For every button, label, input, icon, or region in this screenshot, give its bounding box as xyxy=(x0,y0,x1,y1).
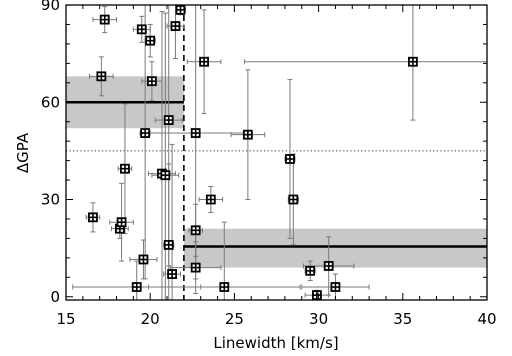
data-point xyxy=(136,24,147,35)
data-point xyxy=(138,254,149,265)
data-point xyxy=(242,129,253,140)
data-point xyxy=(163,115,174,125)
y-axis-label: ΔGPA xyxy=(14,132,32,173)
data-point xyxy=(330,282,341,292)
data-point xyxy=(160,170,171,181)
x-tick-label: 15 xyxy=(56,310,75,328)
data-points-layer xyxy=(88,4,418,301)
data-point xyxy=(199,56,209,67)
x-axis-label: Linewidth [km/s] xyxy=(213,334,338,352)
data-point xyxy=(190,128,201,138)
x-tick-label: 25 xyxy=(225,310,244,328)
data-point xyxy=(305,265,316,276)
shaded-region xyxy=(183,228,487,268)
data-point xyxy=(408,56,418,67)
data-point xyxy=(116,217,127,228)
data-point xyxy=(131,282,142,292)
y-tick-label: 0 xyxy=(50,288,60,306)
y-tick-label: 90 xyxy=(41,0,60,14)
x-tick-label: 30 xyxy=(309,310,328,328)
data-point xyxy=(146,76,157,87)
x-tick-label: 20 xyxy=(141,310,160,328)
data-point xyxy=(99,14,110,25)
data-point xyxy=(312,290,322,301)
data-point xyxy=(175,4,186,15)
data-point xyxy=(288,194,299,205)
x-tick-label: 40 xyxy=(477,310,496,328)
data-point xyxy=(205,194,216,205)
data-point xyxy=(190,225,201,236)
data-point xyxy=(163,239,174,250)
data-point xyxy=(167,269,177,279)
data-point xyxy=(170,21,181,31)
reference-lines-layer xyxy=(66,5,487,300)
plot-frame xyxy=(65,4,488,301)
data-point xyxy=(190,262,201,273)
data-point xyxy=(145,35,156,46)
axes-layer: 15 20 25 30 35 40 0 30 60 90 xyxy=(41,0,497,328)
data-point xyxy=(219,282,230,292)
data-point xyxy=(323,261,334,271)
x-tick-label: 35 xyxy=(393,310,412,328)
data-point xyxy=(120,163,130,174)
y-tick-label: 60 xyxy=(41,93,60,111)
data-point xyxy=(140,128,151,138)
data-point xyxy=(88,212,98,223)
data-point xyxy=(285,154,295,164)
data-point xyxy=(96,71,107,82)
shaded-regions-layer xyxy=(66,76,487,268)
y-tick-label: 30 xyxy=(41,191,60,209)
